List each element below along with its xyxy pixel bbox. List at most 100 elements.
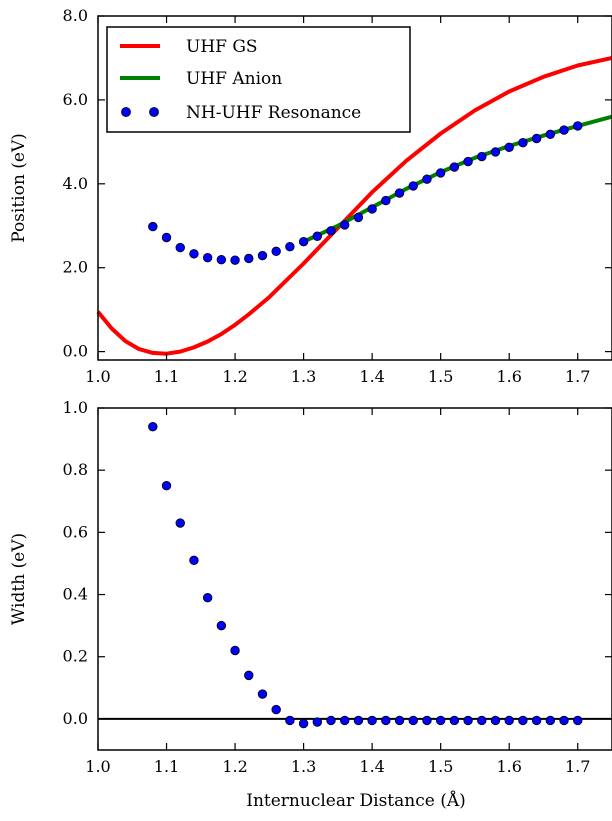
resonance-point-19 [408, 181, 418, 191]
position-y-tick-label-2: 4.0 [63, 174, 88, 193]
width-point-1 [161, 481, 172, 491]
resonance-point-11 [298, 236, 309, 247]
width-x-tick-label-6: 1.6 [496, 757, 521, 776]
legend-label-uhf-gs: UHF GS [186, 37, 258, 57]
resonance-point-8 [257, 250, 268, 261]
width-point-0 [148, 421, 158, 432]
width-point-23 [463, 715, 473, 726]
width-point-5 [216, 620, 227, 631]
width-x-tick-label-1: 1.1 [154, 757, 179, 776]
width-y-tick-label-0: 0.0 [63, 709, 88, 728]
width-axes-frame [97, 407, 612, 751]
width-point-14 [340, 715, 350, 726]
position-x-ticks: 1.0 1.1 1.2 1.3 1.4 1.5 1.6 1.7 [85, 16, 590, 386]
position-y-tick-label-1: 2.0 [63, 258, 88, 277]
width-x-tick-label-5: 1.5 [428, 757, 453, 776]
resonance-point-27 [518, 137, 528, 148]
width-y-tick-label-2: 0.4 [63, 585, 88, 604]
position-series-points [148, 121, 583, 265]
resonance-point-10 [285, 242, 295, 252]
resonance-point-28 [531, 133, 542, 144]
legend-label-resonance: NH-UHF Resonance [186, 103, 361, 123]
width-point-7 [244, 670, 254, 681]
width-point-20 [422, 715, 432, 726]
width-point-4 [202, 592, 213, 603]
width-point-16 [367, 715, 377, 726]
width-x-tick-label-3: 1.3 [291, 757, 316, 776]
width-point-17 [381, 715, 391, 726]
width-point-28 [531, 715, 542, 726]
width-point-13 [326, 715, 336, 726]
width-point-25 [490, 715, 501, 726]
resonance-point-3 [189, 249, 199, 259]
resonance-point-25 [490, 147, 501, 157]
width-point-10 [285, 715, 295, 726]
resonance-point-0 [148, 221, 158, 232]
width-point-29 [545, 715, 556, 726]
position-x-tick-label-0: 1.0 [85, 367, 110, 386]
position-y-tick-label-0: 0.0 [63, 342, 88, 361]
position-x-tick-label-6: 1.6 [496, 367, 521, 386]
position-x-tick-label-2: 1.2 [222, 367, 247, 386]
width-point-30 [559, 715, 569, 726]
width-panel: 1.0 1.1 1.2 1.3 1.4 1.5 1.6 1.7 0.0 0.2 0.4 0.6 0.8… [9, 398, 612, 811]
position-y-tick-label-3: 6.0 [63, 90, 88, 109]
resonance-point-13 [326, 226, 336, 236]
width-x-tick-label-0: 1.0 [85, 757, 110, 776]
width-point-11 [298, 718, 309, 729]
width-series-points [148, 421, 583, 729]
width-point-2 [175, 518, 185, 528]
width-x-tick-label-4: 1.4 [359, 757, 384, 776]
position-y-ticks: 0.0 2.0 4.0 6.0 8.0 [63, 6, 612, 361]
width-x-ticks: 1.0 1.1 1.2 1.3 1.4 1.5 1.6 1.7 [85, 408, 590, 776]
resonance-point-30 [559, 125, 569, 135]
resonance-point-12 [312, 231, 323, 241]
resonance-point-18 [394, 188, 405, 198]
resonance-point-17 [381, 195, 391, 206]
width-y-tick-label-3: 0.6 [63, 522, 88, 541]
width-point-6 [230, 645, 240, 656]
legend-label-uhf-anion: UHF Anion [186, 69, 282, 89]
position-x-tick-label-3: 1.3 [291, 367, 316, 386]
width-x-tick-label-2: 1.2 [222, 757, 247, 776]
width-point-22 [449, 715, 460, 726]
width-point-31 [573, 715, 583, 726]
resonance-point-1 [161, 232, 172, 243]
width-y-tick-label-4: 0.8 [63, 460, 88, 479]
width-point-19 [408, 715, 418, 726]
width-y-tick-label-5: 1.0 [63, 398, 88, 417]
width-point-3 [189, 555, 199, 566]
series-line-uhf-gs [96, 56, 612, 356]
resonance-point-2 [175, 242, 185, 253]
width-point-8 [257, 689, 268, 699]
resonance-point-24 [477, 151, 487, 162]
legend-marker-resonance-1 [121, 107, 131, 117]
width-point-12 [312, 717, 323, 727]
resonance-point-29 [545, 129, 556, 140]
position-axes-frame [97, 15, 612, 361]
width-point-24 [477, 715, 487, 726]
resonance-point-22 [449, 162, 460, 172]
width-y-ticks: 0.0 0.2 0.4 0.6 0.8 1.0 [63, 398, 612, 728]
resonance-point-16 [367, 204, 377, 214]
series-line-uhf-anion [302, 114, 612, 244]
width-point-15 [353, 715, 364, 726]
width-x-tick-label-7: 1.7 [565, 757, 590, 776]
resonance-point-23 [463, 156, 473, 167]
legend: UHF GS UHF Anion NH-UHF Resonance [106, 26, 411, 133]
width-point-27 [518, 715, 528, 726]
width-point-21 [435, 715, 446, 726]
position-x-tick-label-7: 1.7 [565, 367, 590, 386]
x-axis-label: Internuclear Distance (Å) [246, 790, 466, 811]
resonance-point-15 [353, 212, 364, 223]
width-point-26 [504, 715, 514, 726]
position-x-tick-label-4: 1.4 [359, 367, 384, 386]
position-y-axis-label: Position (eV) [9, 133, 29, 243]
resonance-point-20 [422, 174, 432, 184]
width-point-18 [394, 715, 405, 726]
resonance-point-4 [202, 252, 213, 263]
resonance-point-6 [230, 255, 240, 265]
position-x-tick-label-1: 1.1 [154, 367, 179, 386]
resonance-point-9 [271, 246, 281, 257]
